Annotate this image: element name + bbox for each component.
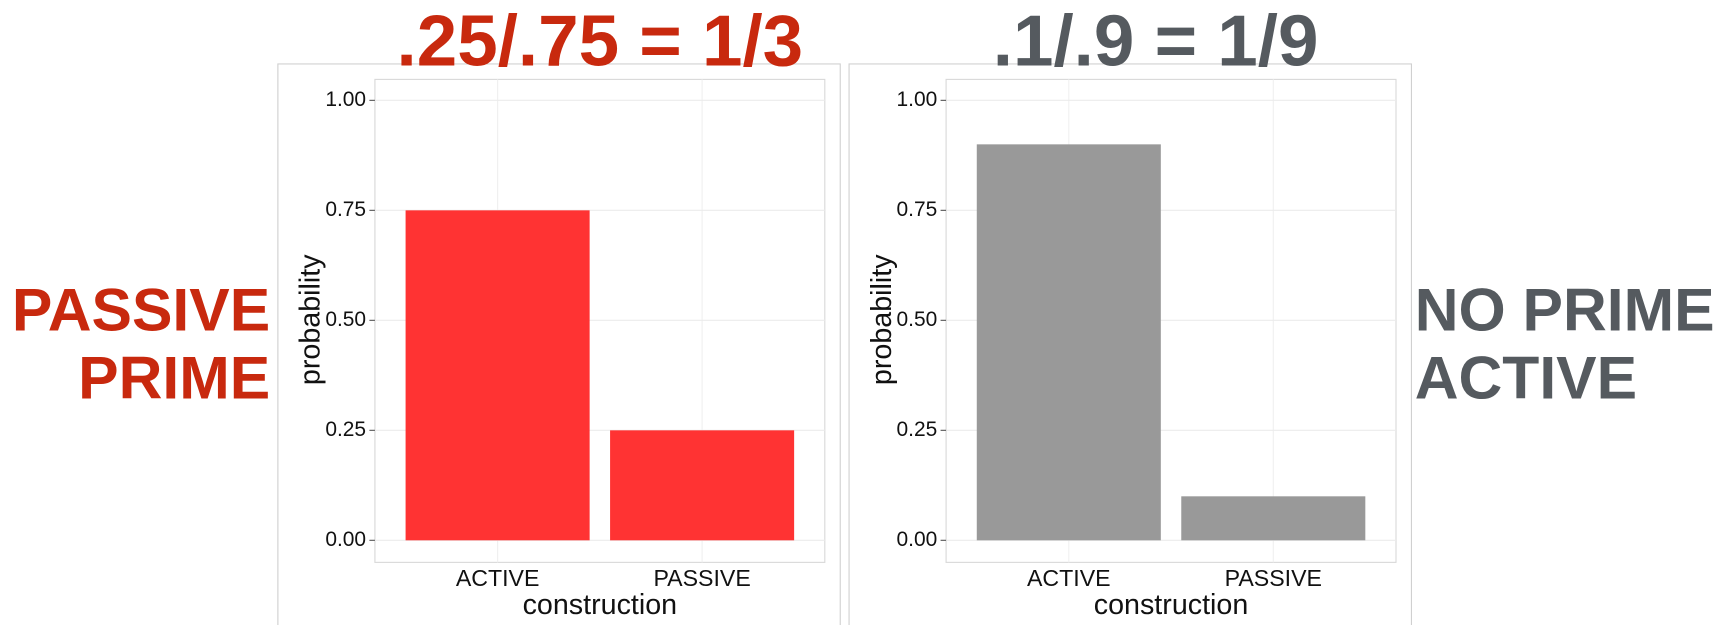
side-label: PASSIVE: [12, 275, 270, 343]
x-tick-label: ACTIVE: [456, 565, 540, 591]
y-tick-label: 1.00: [897, 88, 938, 111]
x-tick-label: PASSIVE: [653, 565, 750, 591]
y-tick-label: 0.25: [897, 418, 938, 441]
y-axis-title: probability: [295, 254, 327, 385]
y-tick-label: 1.00: [325, 88, 366, 111]
x-tick-label: PASSIVE: [1225, 565, 1322, 591]
y-axis-title: probability: [866, 254, 898, 385]
y-tick-label: 0.50: [325, 308, 366, 331]
x-tick-label: ACTIVE: [1027, 565, 1111, 591]
x-axis-title: construction: [523, 589, 678, 621]
slide-title: .25/.75 = 1/3: [397, 1, 804, 82]
bar: [1181, 496, 1366, 541]
bar: [610, 430, 795, 541]
bar: [976, 144, 1161, 541]
y-tick-label: 0.25: [325, 418, 366, 441]
side-label: ACTIVE: [1415, 344, 1637, 412]
y-tick-label: 0.00: [897, 528, 938, 551]
slide-title: .1/.9 = 1/9: [993, 1, 1319, 82]
bar: [405, 210, 590, 541]
x-axis-title: construction: [1094, 589, 1249, 621]
y-tick-label: 0.50: [897, 308, 938, 331]
y-tick-label: 0.75: [325, 198, 366, 221]
side-label: NO PRIME: [1415, 275, 1715, 343]
side-label: PRIME: [78, 344, 270, 412]
y-tick-label: 0.75: [897, 198, 938, 221]
y-tick-label: 0.00: [325, 528, 366, 551]
